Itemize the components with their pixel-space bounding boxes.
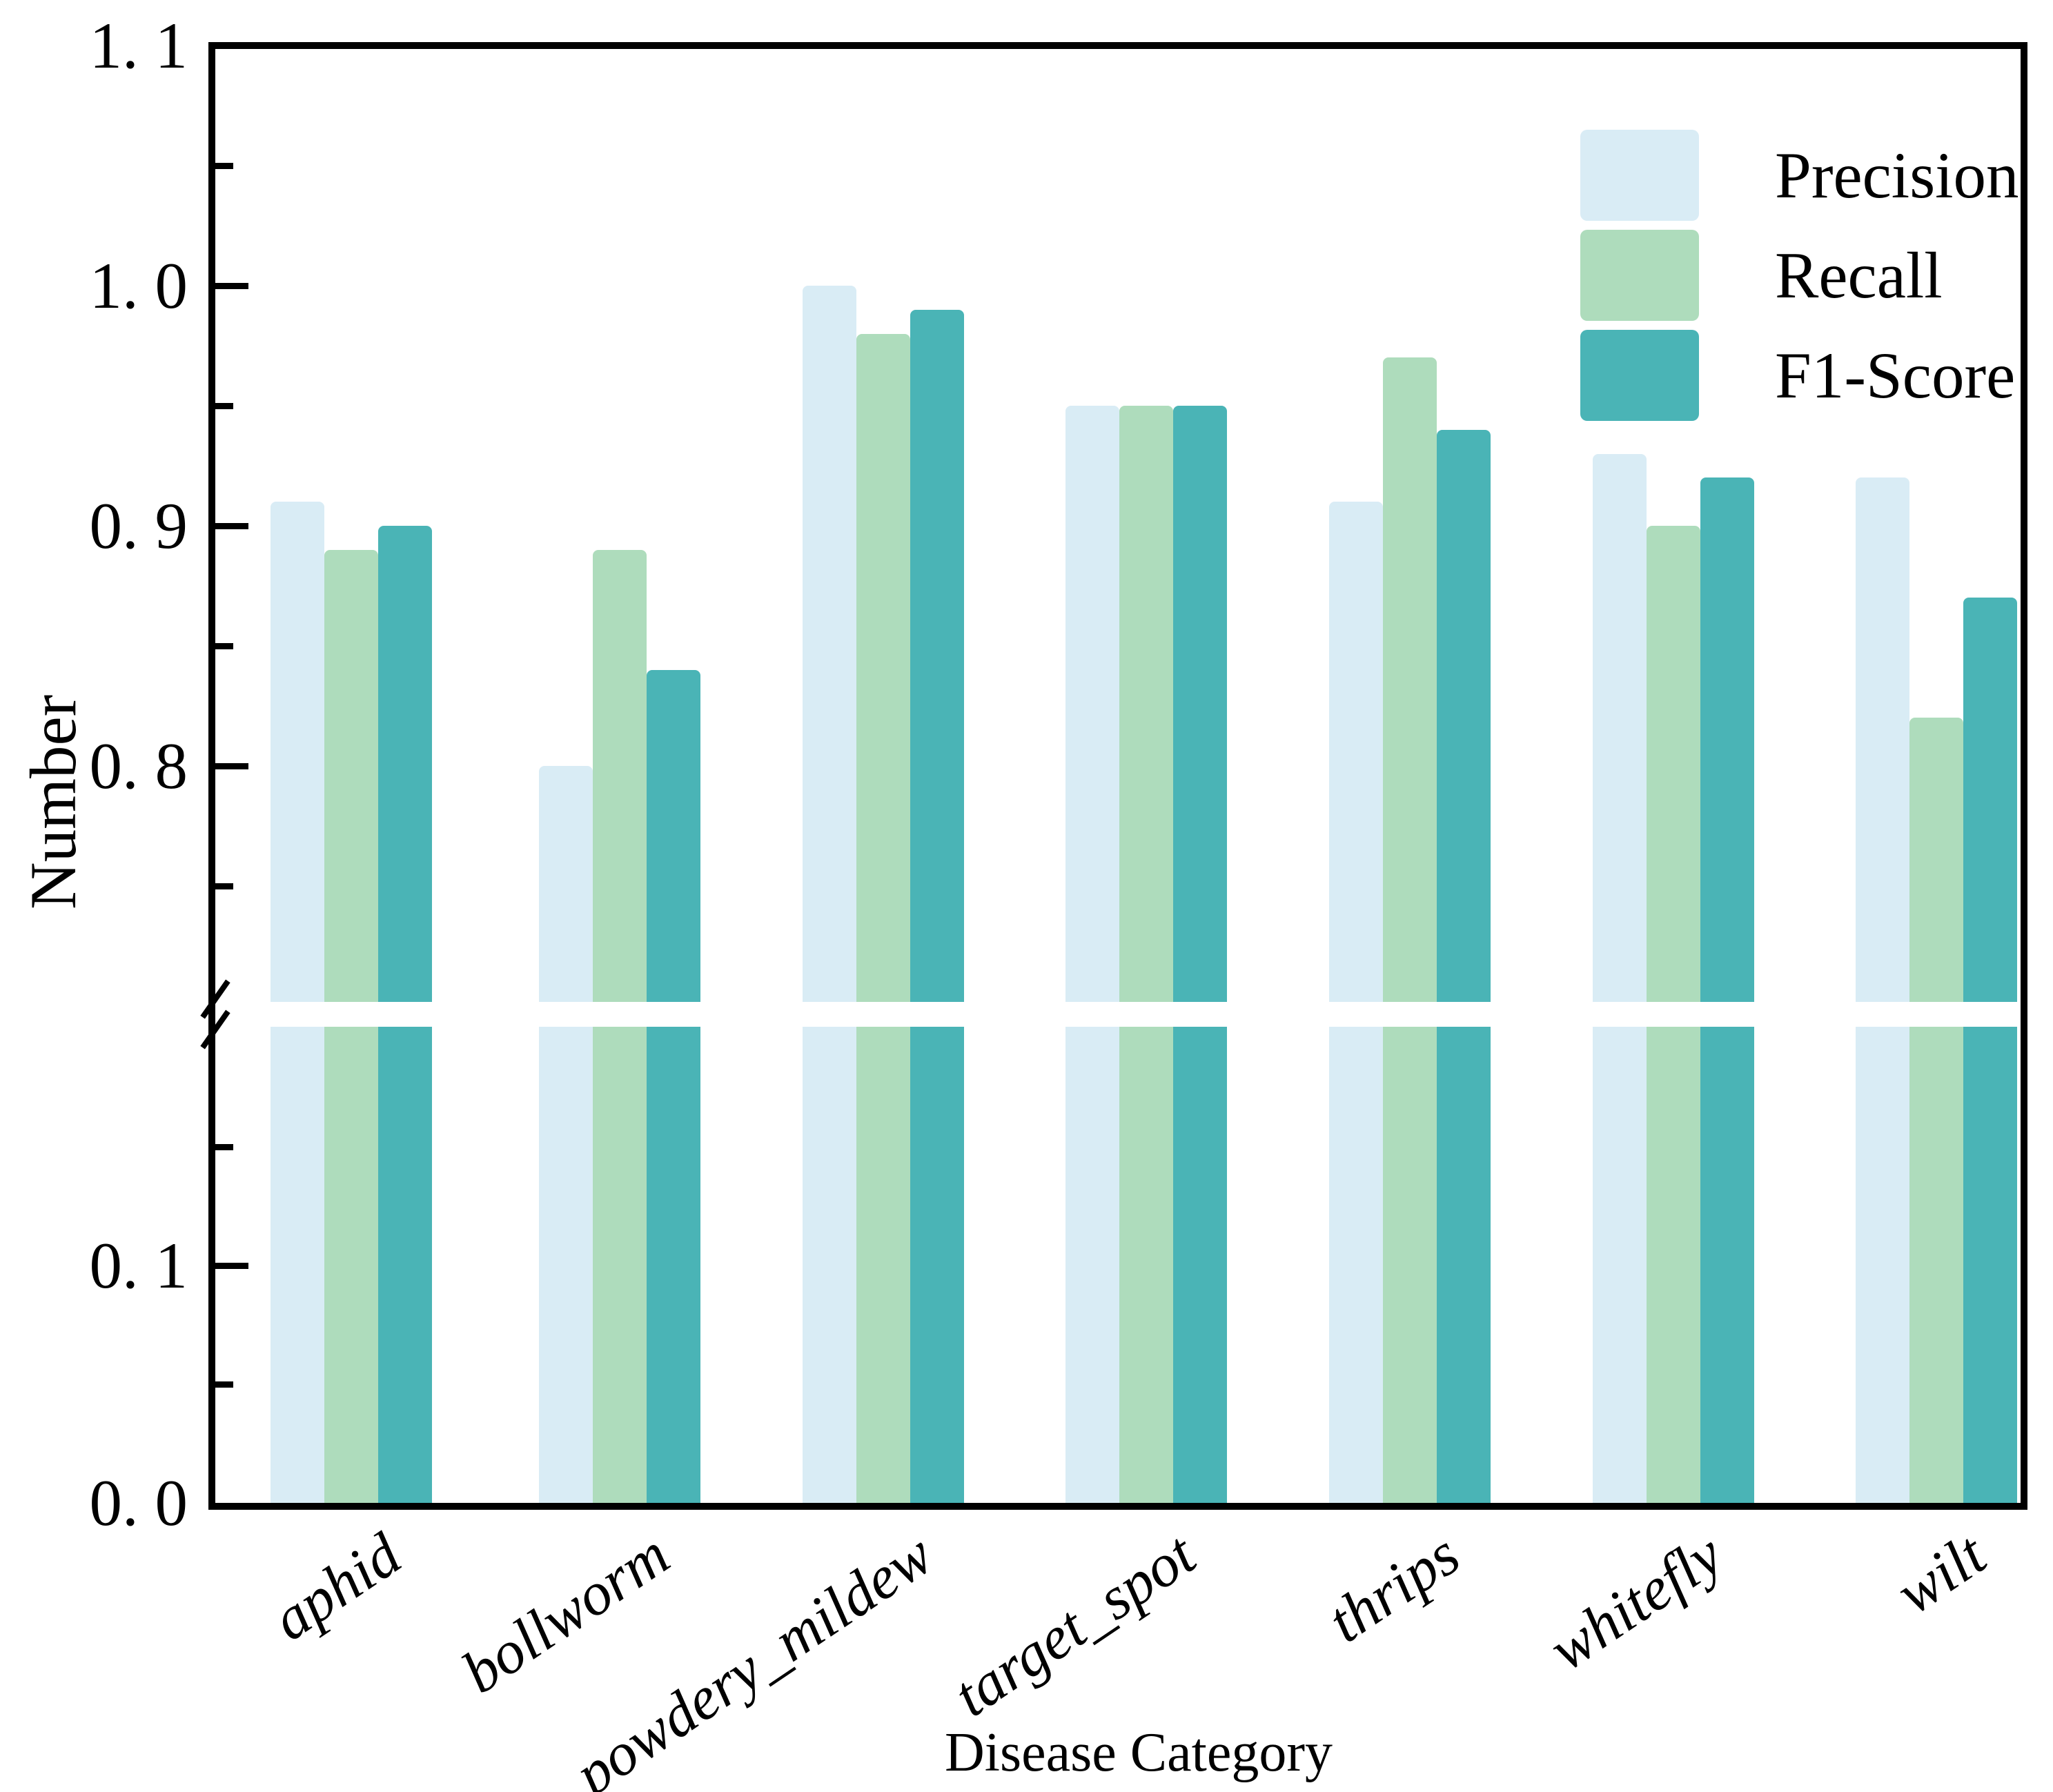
bar-recall-bollworm bbox=[593, 549, 647, 1002]
legend-label: Recall bbox=[1775, 239, 1943, 312]
bar-precision-target_spot bbox=[1065, 406, 1119, 1002]
legend-label: F1-Score bbox=[1775, 339, 2016, 412]
y-minor-tick bbox=[215, 403, 233, 409]
bar-precision-aphid bbox=[271, 502, 324, 1002]
y-minor-tick bbox=[215, 163, 233, 169]
bar-base-f1-score-whitefly bbox=[1700, 1027, 1754, 1503]
bar-precision-powdery_mildew bbox=[803, 286, 856, 1002]
bar-f1-score-whitefly bbox=[1700, 477, 1754, 1002]
bar-base-precision-target_spot bbox=[1065, 1027, 1119, 1503]
bar-recall-target_spot bbox=[1119, 406, 1173, 1002]
x-tick-label-bollworm: bollworm bbox=[450, 1521, 681, 1707]
bar-base-f1-score-powdery_mildew bbox=[910, 1027, 964, 1503]
y-tick-label: 0. 8 bbox=[89, 729, 188, 803]
bar-precision-bollworm bbox=[539, 766, 593, 1002]
bar-base-f1-score-thrips bbox=[1437, 1027, 1491, 1503]
y-axis-title: Number bbox=[17, 694, 90, 909]
bar-base-recall-whitefly bbox=[1647, 1027, 1700, 1503]
y-tick-label: 0. 0 bbox=[89, 1466, 188, 1539]
bar-base-recall-aphid bbox=[324, 1027, 378, 1503]
bar-precision-wilt bbox=[1856, 477, 1909, 1002]
bar-base-f1-score-wilt bbox=[1963, 1027, 2017, 1503]
bar-base-recall-powdery_mildew bbox=[856, 1027, 910, 1503]
bar-f1-score-aphid bbox=[378, 526, 432, 1002]
bar-precision-thrips bbox=[1329, 502, 1383, 1002]
x-tick-label-aphid: aphid bbox=[260, 1521, 413, 1654]
bar-base-precision-bollworm bbox=[539, 1027, 593, 1503]
bar-base-precision-powdery_mildew bbox=[803, 1027, 856, 1503]
bar-f1-score-bollworm bbox=[647, 669, 700, 1002]
x-tick-label-whitefly: whitefly bbox=[1538, 1521, 1735, 1684]
y-tick-label: 0. 9 bbox=[89, 489, 188, 562]
y-major-tick bbox=[215, 523, 248, 529]
bar-base-recall-bollworm bbox=[593, 1027, 647, 1503]
y-minor-tick bbox=[215, 1381, 233, 1388]
bar-base-recall-thrips bbox=[1383, 1027, 1437, 1503]
legend-label: Precision bbox=[1775, 139, 2019, 212]
bar-base-recall-target_spot bbox=[1119, 1027, 1173, 1503]
bar-base-precision-wilt bbox=[1856, 1027, 1909, 1503]
bar-base-precision-whitefly bbox=[1593, 1027, 1647, 1503]
x-tick-label-thrips: thrips bbox=[1316, 1521, 1471, 1656]
bar-f1-score-powdery_mildew bbox=[910, 309, 964, 1002]
bar-recall-aphid bbox=[324, 549, 378, 1002]
bar-recall-powdery_mildew bbox=[856, 333, 910, 1002]
y-tick-label: 0. 1 bbox=[89, 1229, 188, 1302]
legend-swatch-recall bbox=[1580, 230, 1699, 321]
x-axis-title: Disease Category bbox=[944, 1722, 1333, 1783]
y-minor-tick bbox=[215, 643, 233, 649]
y-major-tick bbox=[215, 283, 248, 289]
bar-recall-wilt bbox=[1909, 718, 1963, 1002]
bar-base-precision-thrips bbox=[1329, 1027, 1383, 1503]
y-tick-label: 1. 1 bbox=[89, 9, 188, 82]
x-tick-label-wilt: wilt bbox=[1884, 1521, 1998, 1628]
y-major-tick bbox=[215, 763, 248, 769]
bar-base-precision-aphid bbox=[271, 1027, 324, 1503]
bar-recall-whitefly bbox=[1647, 526, 1700, 1002]
y-tick-label: 1. 0 bbox=[89, 249, 188, 322]
bar-base-recall-wilt bbox=[1909, 1027, 1963, 1503]
y-major-tick bbox=[215, 1263, 248, 1269]
legend-swatch-precision bbox=[1580, 130, 1699, 221]
bar-f1-score-thrips bbox=[1437, 429, 1491, 1002]
y-minor-tick bbox=[215, 1144, 233, 1150]
y-minor-tick bbox=[215, 883, 233, 889]
legend-swatch-f1-score bbox=[1580, 330, 1699, 421]
bar-base-f1-score-target_spot bbox=[1173, 1027, 1227, 1503]
bar-base-f1-score-bollworm bbox=[647, 1027, 700, 1503]
bar-base-f1-score-aphid bbox=[378, 1027, 432, 1503]
bar-recall-thrips bbox=[1383, 357, 1437, 1002]
bar-f1-score-target_spot bbox=[1173, 406, 1227, 1002]
x-tick-label-target_spot: target_spot bbox=[942, 1521, 1208, 1730]
bar-f1-score-wilt bbox=[1963, 598, 2017, 1002]
bar-precision-whitefly bbox=[1593, 453, 1647, 1002]
